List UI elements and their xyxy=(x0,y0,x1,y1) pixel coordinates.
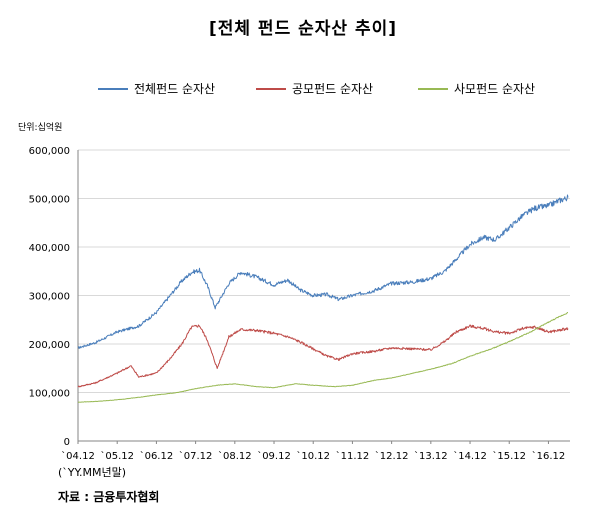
unit-label: 단위:십억원 xyxy=(18,123,63,133)
x-tick-label: `09.12 xyxy=(257,450,291,462)
legend-label-total: 전체펀드 순자산 xyxy=(134,82,216,96)
source-note: 자료 : 금융투자협회 xyxy=(58,490,160,504)
x-tick-label: `11.12 xyxy=(336,450,370,462)
legend-swatch-public xyxy=(256,87,286,90)
x-tick-label: `06.12 xyxy=(140,450,174,462)
y-tick-label: 200,000 xyxy=(29,340,70,351)
series-line-private xyxy=(77,312,568,403)
x-tick-label: `14.12 xyxy=(453,450,487,462)
y-tick-label: 100,000 xyxy=(29,389,70,400)
series-line-public xyxy=(77,324,569,388)
legend-label-private: 사모펀드 순자산 xyxy=(454,82,536,96)
legend-item-public: 공모펀드 순자산 xyxy=(256,80,373,97)
chart-title: [전체 펀드 순자산 추이] xyxy=(208,19,398,39)
x-tick-label: `16.12 xyxy=(532,450,566,462)
x-tick-label: `04.12 xyxy=(61,450,95,462)
legend: 전체펀드 순자산 공모펀드 순자산 사모펀드 순자산 xyxy=(0,80,606,98)
y-tick-label: 500,000 xyxy=(29,195,70,206)
legend-label-public: 공모펀드 순자산 xyxy=(292,82,374,96)
y-tick-label: 400,000 xyxy=(29,243,70,254)
x-axis-note: (`YY.MM년말) xyxy=(58,466,127,479)
x-tick-label: `05.12 xyxy=(100,450,134,462)
series-line-total xyxy=(77,194,569,349)
legend-swatch-total xyxy=(98,87,128,90)
x-tick-label: `13.12 xyxy=(414,450,448,462)
legend-item-private: 사모펀드 순자산 xyxy=(418,80,535,97)
x-tick-label: `15.12 xyxy=(492,450,526,462)
legend-swatch-private xyxy=(418,87,448,90)
y-tick-label: 0 xyxy=(64,437,70,448)
x-tick-label: `12.12 xyxy=(375,450,409,462)
x-tick-label: `07.12 xyxy=(179,450,213,462)
y-tick-label: 600,000 xyxy=(29,146,70,157)
x-tick-label: `10.12 xyxy=(296,450,330,462)
x-tick-label: `08.12 xyxy=(218,450,252,462)
y-tick-label: 300,000 xyxy=(29,292,70,303)
legend-item-total: 전체펀드 순자산 xyxy=(98,80,215,97)
